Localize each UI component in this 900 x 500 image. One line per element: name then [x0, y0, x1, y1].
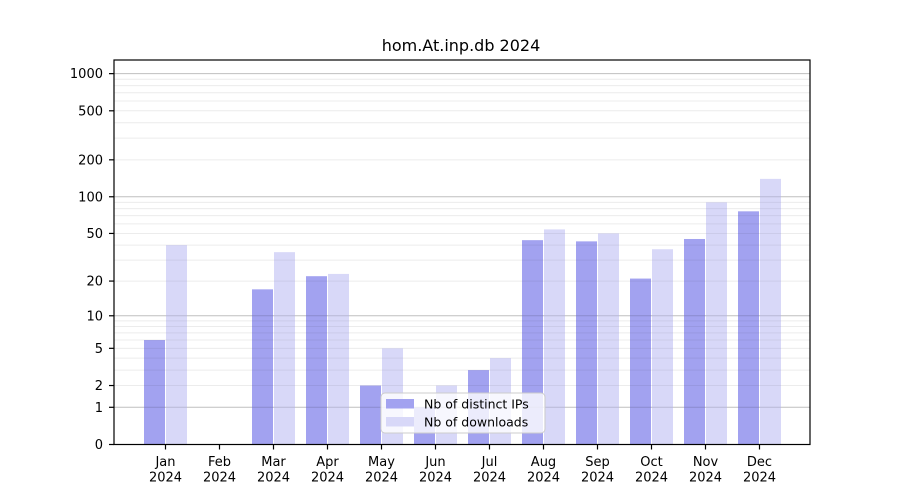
x-tick-label-year: 2024 [689, 471, 722, 486]
bar-nov-distinct-ips [684, 238, 705, 445]
bar-may-distinct-ips [360, 385, 381, 445]
y-axis: 0 1 2 5 10 20 50 100 200 500 1000 [70, 67, 114, 453]
x-tick-label-month: Feb [208, 455, 231, 470]
x-tick-label-month: Jan [154, 455, 175, 470]
y-tick-label: 2 [95, 379, 103, 394]
bar-sep-downloads [598, 233, 619, 445]
x-tick-label-month: Mar [261, 455, 286, 470]
y-tick-label: 5 [95, 342, 103, 357]
x-tick-label-month: Oct [640, 455, 662, 470]
bar-nov-downloads [706, 202, 727, 445]
legend-swatch-distinct-ips [386, 399, 414, 409]
bar-oct-distinct-ips [630, 278, 651, 445]
legend: Nb of distinct IPs Nb of downloads [380, 392, 546, 434]
x-tick-label-month: Dec [747, 455, 772, 470]
x-tick-label-month: Nov [693, 455, 719, 470]
x-tick-label-year: 2024 [635, 471, 668, 486]
y-tick-label: 1 [95, 401, 103, 416]
legend-swatch-downloads [386, 417, 414, 427]
x-tick-label-year: 2024 [311, 471, 344, 486]
gridlines-over-bars [144, 196, 781, 408]
x-tick-label-month: Apr [316, 455, 339, 470]
y-tick-label: 0 [95, 438, 103, 453]
bar-jan-distinct-ips [144, 340, 165, 445]
bar-dec-downloads [760, 178, 781, 445]
x-tick-label-year: 2024 [149, 471, 182, 486]
y-tick-label: 20 [86, 275, 103, 290]
x-tick-label-year: 2024 [203, 471, 236, 486]
x-tick-label-year: 2024 [257, 471, 290, 486]
bar-apr-distinct-ips [306, 276, 327, 445]
bar-oct-downloads [652, 249, 673, 445]
x-tick-label-year: 2024 [365, 471, 398, 486]
x-tick-label-year: 2024 [581, 471, 614, 486]
bar-apr-downloads [328, 273, 349, 445]
x-tick-label-month: Jun [424, 455, 445, 470]
y-tick-label: 100 [78, 190, 103, 205]
bar-mar-downloads [274, 252, 295, 445]
bar-mar-distinct-ips [252, 289, 273, 445]
chart-title: hom.At.inp.db 2024 [382, 36, 541, 55]
y-tick-label: 10 [86, 309, 103, 324]
legend-box [380, 392, 546, 434]
bar-dec-distinct-ips [738, 211, 759, 445]
legend-label-distinct-ips: Nb of distinct IPs [424, 397, 529, 412]
y-tick-label: 1000 [70, 67, 103, 82]
legend-label-downloads: Nb of downloads [424, 415, 528, 430]
bar-aug-downloads [544, 229, 565, 445]
bar-sep-distinct-ips [576, 241, 597, 445]
bar-jan-downloads [166, 245, 187, 445]
y-tick-label: 50 [86, 227, 103, 242]
x-axis: Jan2024Feb2024Mar2024Apr2024May2024Jun20… [149, 444, 776, 486]
x-tick-label-month: Aug [531, 455, 556, 470]
y-tick-label: 200 [78, 153, 103, 168]
x-tick-label-month: Sep [585, 455, 610, 470]
x-tick-label-year: 2024 [473, 471, 506, 486]
x-tick-label-month: Jul [481, 455, 498, 470]
x-tick-label-year: 2024 [527, 471, 560, 486]
x-tick-label-year: 2024 [743, 471, 776, 486]
y-tick-label: 500 [78, 104, 103, 119]
plot-frame [113, 59, 811, 446]
x-tick-label-month: May [368, 455, 395, 470]
x-tick-label-year: 2024 [419, 471, 452, 486]
gridlines [114, 73, 810, 408]
